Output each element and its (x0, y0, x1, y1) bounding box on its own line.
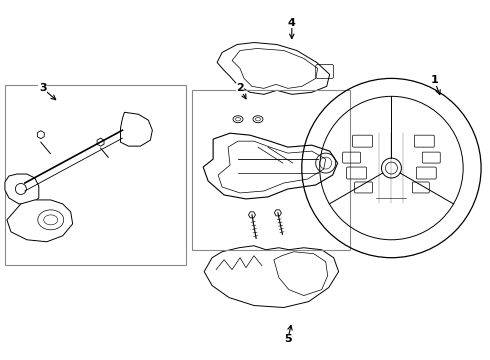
Bar (5, 85, 186, 265)
Polygon shape (203, 133, 338, 199)
Polygon shape (7, 200, 73, 242)
Circle shape (302, 78, 481, 258)
Text: 2: 2 (236, 84, 244, 93)
Polygon shape (5, 174, 39, 204)
Text: 5: 5 (284, 334, 292, 345)
Polygon shape (121, 112, 152, 146)
Bar (192, 90, 349, 250)
Text: 1: 1 (430, 75, 438, 85)
Text: 4: 4 (288, 18, 296, 28)
Text: 3: 3 (39, 84, 47, 93)
